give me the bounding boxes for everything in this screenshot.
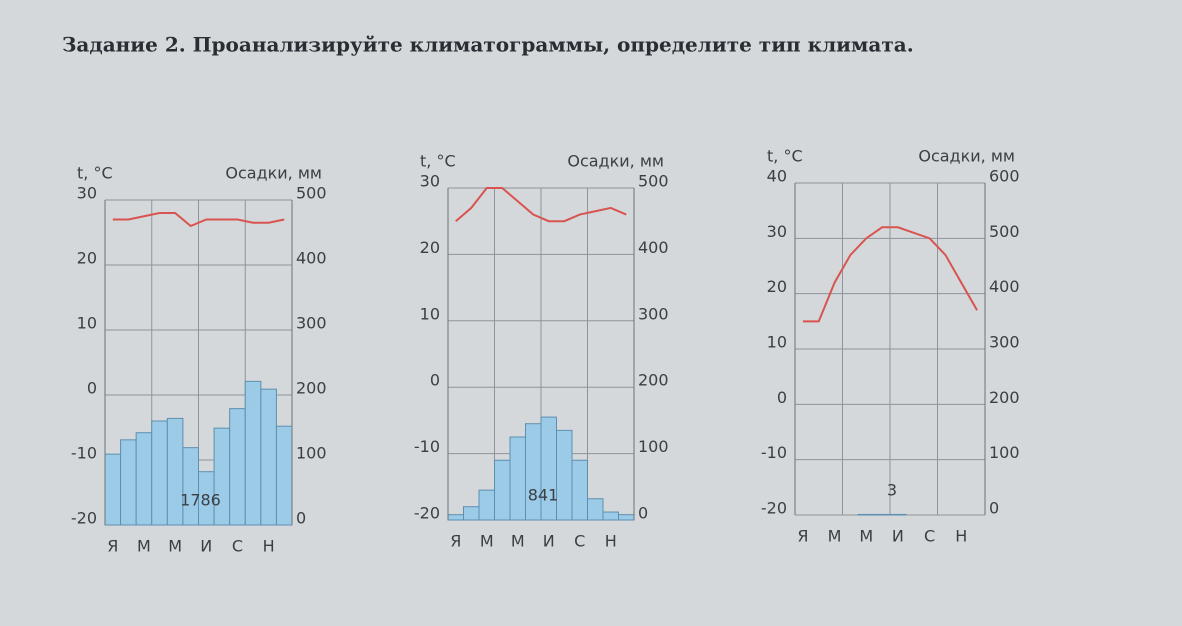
- y-axis-label: t, °C: [767, 147, 803, 166]
- precipitation-bar: [275, 425, 293, 526]
- y2-tick-label: 400: [638, 238, 669, 257]
- temperature-line: [802, 226, 978, 323]
- x-tick-label: М: [511, 532, 525, 551]
- y2-tick-label: 400: [989, 277, 1020, 296]
- precipitation-bar: [244, 380, 262, 526]
- y2-tick-label: 100: [989, 443, 1020, 462]
- x-tick-label: С: [232, 537, 243, 556]
- precipitation-bar: [120, 439, 137, 526]
- precipitation-total: 841: [528, 486, 559, 505]
- y-tick-label: -20: [761, 499, 787, 518]
- x-tick-label: М: [859, 527, 873, 546]
- precipitation-bar: [463, 506, 480, 521]
- y-axis-label: t, °C: [77, 164, 113, 183]
- x-tick-label: Я: [450, 532, 461, 551]
- y-tick-label: -10: [761, 443, 787, 462]
- x-tick-label: С: [924, 527, 935, 546]
- precipitation-bar: [509, 436, 526, 521]
- precipitation-bar: [889, 513, 907, 516]
- y-tick-label: 10: [420, 304, 440, 323]
- precipitation-total: 1786: [180, 491, 221, 510]
- precipitation-bar: [447, 514, 464, 521]
- x-tick-label: М: [828, 527, 842, 546]
- x-tick-label: Н: [263, 537, 275, 556]
- y-tick-label: -20: [414, 504, 440, 523]
- y2-axis-label: Осадки, мм: [918, 147, 1015, 166]
- y2-tick-label: 500: [296, 184, 327, 203]
- precipitation-bar: [135, 432, 153, 526]
- y2-axis-label: Осадки, мм: [225, 164, 322, 183]
- y-tick-label: 0: [777, 388, 787, 407]
- precipitation-bar: [618, 514, 635, 521]
- y2-tick-label: 300: [989, 333, 1020, 352]
- precipitation-bar: [151, 420, 168, 526]
- x-tick-label: И: [892, 527, 904, 546]
- precipitation-bar: [229, 408, 246, 526]
- y2-tick-label: 300: [296, 314, 327, 333]
- precipitation-bar: [213, 427, 231, 526]
- y-tick-label: 30: [77, 184, 97, 203]
- x-tick-label: И: [543, 532, 555, 551]
- x-tick-label: Я: [797, 527, 808, 546]
- y-tick-label: 40: [767, 167, 787, 186]
- y-tick-label: -10: [414, 437, 440, 456]
- y2-tick-label: 500: [989, 222, 1020, 241]
- precipitation-bar: [182, 447, 200, 526]
- y2-tick-label: 600: [989, 167, 1020, 186]
- precipitation-bar: [104, 453, 122, 526]
- y-tick-label: 20: [420, 238, 440, 257]
- temperature-line: [112, 212, 285, 228]
- y-tick-label: 0: [87, 379, 97, 398]
- precipitation-total: 3: [887, 481, 897, 500]
- precipitation-bar: [602, 511, 619, 521]
- precipitation-bar: [571, 459, 588, 521]
- y-tick-label: 20: [77, 249, 97, 268]
- precipitation-bar: [478, 489, 495, 521]
- y2-axis-label: Осадки, мм: [567, 152, 664, 171]
- y2-tick-label: 0: [989, 499, 999, 518]
- task-heading: Задание 2. Проанализируйте климатограммы…: [62, 33, 914, 57]
- y2-tick-label: 0: [296, 509, 306, 528]
- x-tick-label: И: [200, 537, 212, 556]
- y2-tick-label: 500: [638, 172, 669, 191]
- x-tick-label: М: [480, 532, 494, 551]
- y-tick-label: -20: [71, 509, 97, 528]
- y2-tick-label: 100: [638, 437, 669, 456]
- x-tick-label: Н: [605, 532, 617, 551]
- y2-tick-label: 400: [296, 249, 327, 268]
- y-tick-label: 10: [77, 314, 97, 333]
- y2-tick-label: 0: [638, 504, 648, 523]
- precipitation-bar: [556, 429, 573, 521]
- y-tick-label: 30: [767, 222, 787, 241]
- precipitation-bar: [540, 416, 557, 521]
- y2-tick-label: 300: [638, 304, 669, 323]
- y-tick-label: 30: [420, 172, 440, 191]
- x-tick-label: М: [137, 537, 151, 556]
- temperature-line: [455, 187, 627, 223]
- y-tick-label: 20: [767, 277, 787, 296]
- y2-tick-label: 200: [989, 388, 1020, 407]
- y-tick-label: 10: [767, 333, 787, 352]
- y2-tick-label: 100: [296, 444, 327, 463]
- x-tick-label: Н: [955, 527, 967, 546]
- y-axis-label: t, °C: [420, 152, 456, 171]
- precipitation-bar: [587, 498, 604, 521]
- x-tick-label: Я: [107, 537, 118, 556]
- precipitation-bar: [857, 513, 875, 516]
- precipitation-bar: [494, 459, 511, 521]
- precipitation-bar: [525, 423, 542, 521]
- x-tick-label: М: [168, 537, 182, 556]
- y-tick-label: 0: [430, 371, 440, 390]
- x-tick-label: С: [574, 532, 585, 551]
- y2-tick-label: 200: [638, 371, 669, 390]
- precipitation-bar: [873, 513, 891, 516]
- precipitation-bar: [260, 388, 277, 526]
- y2-tick-label: 200: [296, 379, 327, 398]
- y-tick-label: -10: [71, 444, 97, 463]
